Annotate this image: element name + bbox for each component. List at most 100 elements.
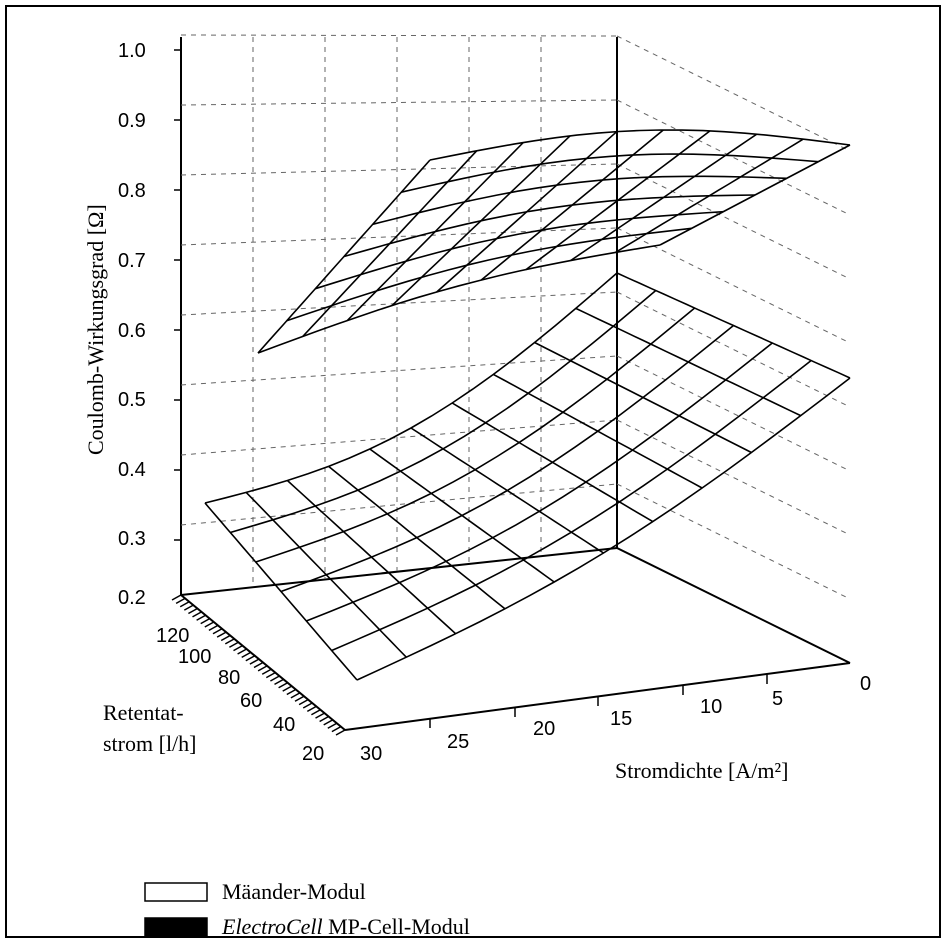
y-tick-label: 80 [218, 667, 240, 689]
back-grid-line [180, 291, 618, 316]
y-minor-tick [261, 668, 272, 675]
y-minor-tick [278, 682, 288, 689]
y-minor-tick [286, 688, 297, 696]
y-minor-tick [335, 729, 346, 736]
y-minor-tick [257, 665, 268, 672]
figure-border [5, 5, 941, 938]
y-minor-tick [315, 712, 325, 719]
y-minor-tick [175, 597, 186, 605]
z-axis-label: Coulomb-Wirkungsgrad [Ω] [83, 204, 108, 455]
y-minor-tick [183, 604, 194, 611]
plot-box [180, 37, 851, 731]
y-minor-tick [265, 671, 276, 679]
y-minor-tick [323, 719, 334, 726]
y-axis-minor-ticks [171, 594, 346, 736]
legend-label-electrocell-brand: ElectroCell [221, 914, 323, 939]
back-grid-line [616, 35, 851, 152]
x-tick-label: 5 [772, 688, 783, 710]
z-tick-label: 0.3 [118, 528, 146, 550]
surface-electrocell-gridline [356, 377, 851, 681]
y-minor-tick [224, 638, 235, 645]
back-grid-line [180, 483, 618, 526]
back-grid-line [616, 227, 851, 344]
y-minor-tick [208, 624, 219, 632]
y-tick-label: 120 [156, 625, 189, 647]
back-grid-line [616, 99, 851, 216]
y-minor-tick [331, 725, 342, 733]
y-minor-tick [245, 655, 256, 662]
z-tick-label: 1.0 [118, 40, 146, 62]
y-minor-tick [200, 617, 211, 625]
back-grid-line [180, 355, 618, 386]
y-tick-label: 100 [178, 646, 211, 668]
y-minor-tick [241, 651, 252, 659]
y-minor-tick [179, 601, 190, 608]
y-minor-tick [270, 675, 280, 682]
y-minor-tick [319, 715, 329, 723]
surface-maeander-gridline [401, 153, 819, 193]
x-tick-label: 25 [447, 731, 469, 753]
y-minor-tick [282, 685, 293, 692]
surface-maeander-gridline [257, 244, 661, 354]
legend: Mäander-Modul ElectroCell MP-Cell-Modul [144, 879, 470, 939]
legend-swatch-maeander [144, 882, 208, 902]
floor-back-edge [616, 547, 851, 664]
z-tick-label: 0.2 [118, 587, 146, 609]
x-tick-label: 10 [700, 696, 722, 718]
z-tick-marks [174, 49, 181, 541]
y-minor-tick [294, 695, 305, 702]
back-grid-line [616, 355, 851, 472]
back-grid-line [616, 483, 851, 600]
y-minor-tick [253, 661, 264, 669]
surface-maeander-gridline [315, 210, 724, 290]
y-minor-tick [306, 705, 317, 713]
z-tick-label: 0.7 [118, 250, 146, 272]
legend-label-electrocell: ElectroCell MP-Cell-Modul [221, 914, 470, 939]
surface-maeander-gridline [429, 129, 851, 161]
surface-maeander-gridline [372, 175, 787, 226]
z-tick-label: 0.4 [118, 459, 146, 481]
z-tick-labels: 1.0 0.9 0.8 0.7 0.6 0.5 0.4 0.3 0.2 [118, 40, 146, 609]
z-tick-label: 0.9 [118, 110, 146, 132]
y-minor-tick [298, 698, 309, 706]
y-minor-tick [290, 692, 301, 699]
legend-label-maeander: Mäander-Modul [222, 879, 366, 904]
x-tick-label: 15 [610, 708, 632, 730]
surface-maeander-gridline [257, 159, 431, 354]
surface-maeander [257, 129, 851, 354]
y-minor-tick [171, 594, 182, 601]
back-grid-line [616, 419, 851, 536]
x-axis-label-text: Stromdichte [A/m²] [615, 758, 788, 783]
y-minor-tick [302, 702, 313, 709]
y-minor-tick [229, 641, 239, 648]
x-tick-label: 30 [360, 743, 382, 765]
surface-electrocell-gridline [306, 342, 773, 622]
y-minor-tick [216, 631, 227, 638]
surface-maeander-gridline [286, 227, 692, 322]
back-grid-line [180, 419, 618, 456]
z-tick-label: 0.8 [118, 180, 146, 202]
back-grid-line [180, 163, 618, 176]
y-axis-label-line1: Retentat- [103, 700, 184, 725]
surface-electrocell-gridline [255, 307, 696, 563]
y-axis-label-line2: strom [l/h] [103, 731, 197, 756]
z-tick-label: 0.6 [118, 320, 146, 342]
y-minor-tick [196, 614, 206, 621]
x-tick-labels: 30 25 20 15 10 5 0 [360, 673, 871, 765]
y-tick-label: 60 [240, 690, 262, 712]
y-minor-tick [249, 658, 260, 665]
surface-maeander-gridline [343, 194, 756, 258]
y-minor-tick [204, 621, 215, 628]
surface-electrocell-gridline [230, 289, 657, 534]
y-minor-tick [192, 611, 202, 618]
back-grid-line [180, 34, 618, 37]
floor-left-edge [180, 547, 618, 596]
surface-electrocell-gridline [204, 272, 618, 504]
surface-electrocell-gridline [331, 359, 812, 652]
legend-label-electrocell-rest: MP-Cell-Modul [323, 914, 470, 939]
x-axis-label: Stromdichte [A/m²] [615, 758, 788, 783]
y-tick-label: 20 [302, 743, 324, 765]
x-tick-label: 0 [860, 673, 871, 695]
y-minor-tick [233, 644, 243, 652]
